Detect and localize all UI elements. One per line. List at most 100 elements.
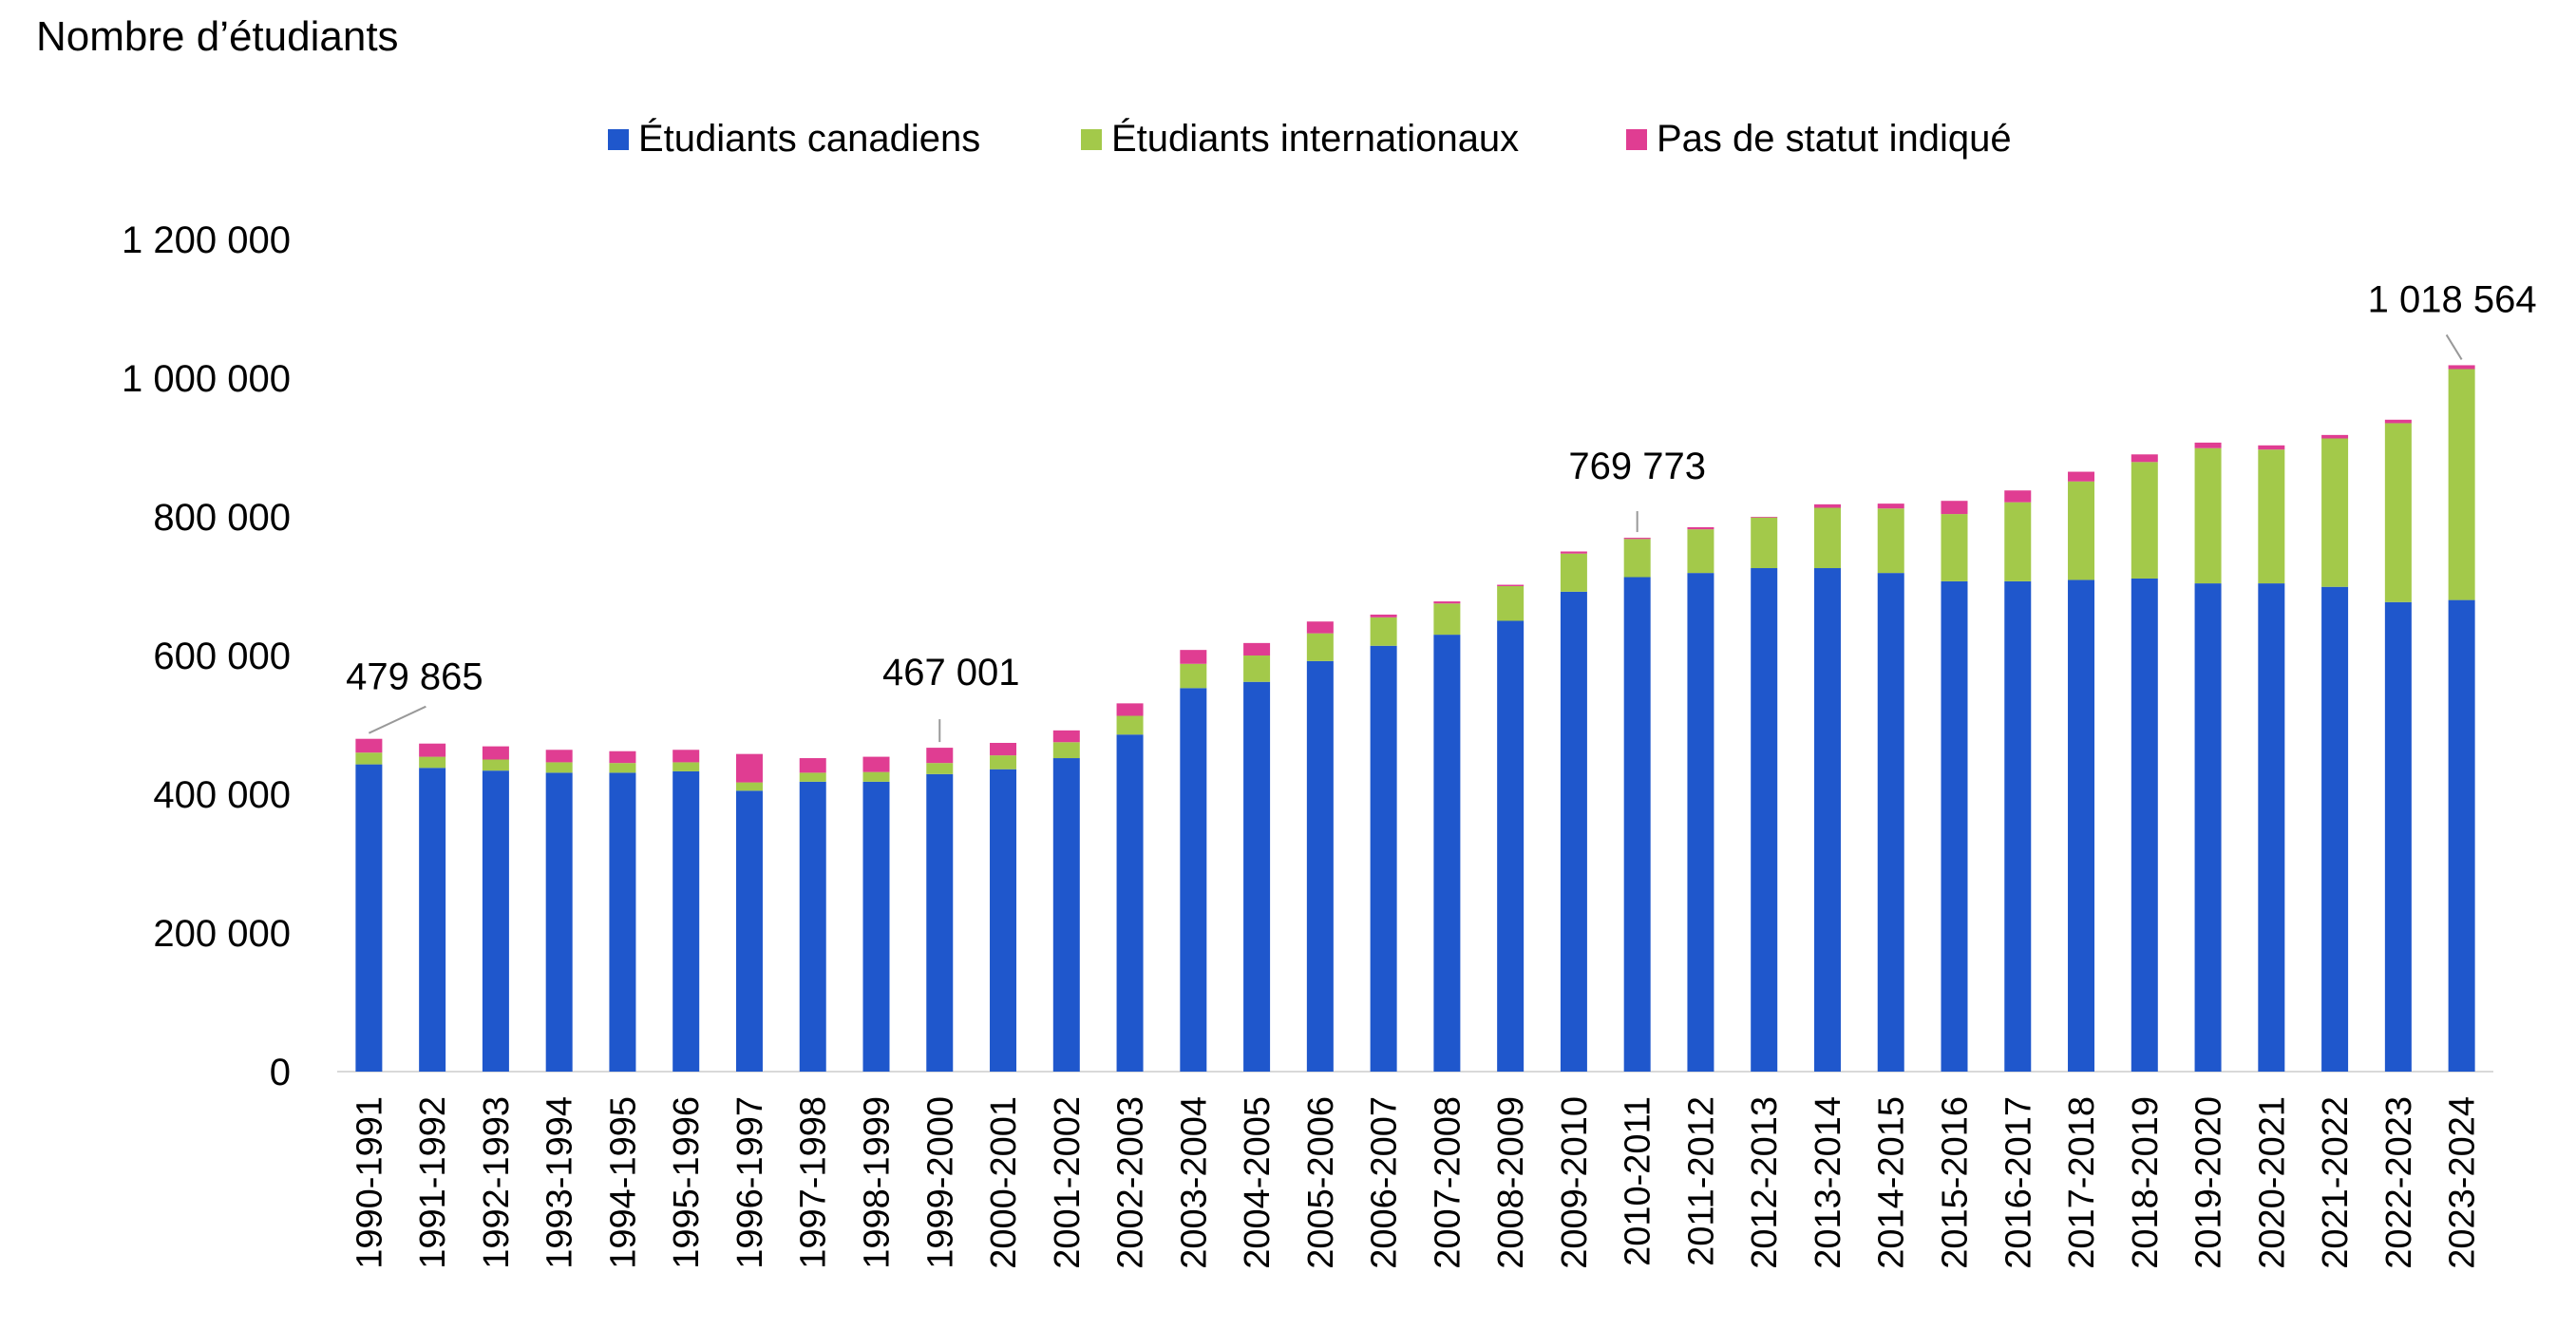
x-tick-label: 2002-2003 (1111, 1096, 1151, 1269)
bar-segment-international (482, 759, 509, 771)
bar-segment-unspecified (926, 748, 954, 764)
annotation-label: 1 018 564 (2368, 278, 2537, 320)
bar-segment-unspecified (2384, 419, 2412, 424)
y-tick-label: 1 000 000 (122, 358, 291, 400)
bar-segment-canadian (1623, 577, 1651, 1072)
bar-segment-unspecified (990, 742, 1017, 756)
legend-item-canadian: Étudiants canadiens (608, 118, 980, 161)
bar-segment-international (2194, 447, 2222, 584)
bar-segment-international (672, 762, 700, 771)
bar-segment-canadian (1497, 620, 1525, 1072)
bar-segment-unspecified (482, 746, 509, 760)
bar-segment-international (735, 782, 763, 791)
bar-segment-unspecified (799, 758, 826, 773)
bar-segment-canadian (2131, 578, 2158, 1072)
bar-segment-unspecified (735, 753, 763, 783)
bar-segment-unspecified (1560, 551, 1587, 554)
bar-segment-international (1497, 586, 1525, 621)
bar-segment-unspecified (1370, 614, 1397, 618)
x-tick-label: 2021-2022 (2316, 1096, 2356, 1269)
bar-segment-canadian (2321, 586, 2349, 1072)
x-tick-label: 2020-2021 (2252, 1096, 2292, 1269)
bar-segment-canadian (609, 772, 636, 1072)
x-tick-label: 2010-2011 (1619, 1096, 1658, 1266)
bar-segment-canadian (1433, 635, 1461, 1072)
bar-segment-canadian (2258, 583, 2285, 1072)
bar-segment-unspecified (1116, 703, 1144, 716)
bar-segment-international (926, 763, 954, 774)
x-tick-label: 2004-2005 (1238, 1096, 1278, 1269)
bar-segment-unspecified (1433, 601, 1461, 604)
x-tick-label: 2007-2008 (1428, 1096, 1468, 1269)
bar-segment-international (1877, 508, 1904, 574)
legend-label-international: Étudiants internationaux (1111, 118, 1520, 160)
bar-segment-canadian (990, 769, 1017, 1072)
bar-segment-international (1560, 553, 1587, 592)
bar-segment-international (799, 772, 826, 782)
x-tick-label: 2015-2016 (1936, 1096, 1976, 1269)
bar-segment-unspecified (1052, 730, 1080, 743)
y-tick-label: 0 (270, 1052, 291, 1093)
bar-segment-international (545, 762, 573, 773)
legend-item-unspecified: Pas de statut indiqué (1626, 118, 2012, 161)
bar-segment-canadian (545, 772, 573, 1072)
bar-segment-canadian (735, 790, 763, 1072)
bar-segment-international (2258, 449, 2285, 584)
y-tick-label: 1 200 000 (122, 219, 291, 261)
legend-item-international: Étudiants internationaux (1081, 118, 1519, 161)
bar-segment-unspecified (2068, 471, 2095, 482)
bar-segment-canadian (799, 781, 826, 1072)
bar-segment-canadian (2004, 580, 2032, 1072)
bar-segment-unspecified (419, 743, 446, 757)
x-tick-label: 2014-2015 (1872, 1096, 1912, 1269)
x-tick-label: 1994-1995 (603, 1096, 643, 1269)
x-tick-label: 1998-1999 (858, 1096, 898, 1269)
x-tick-label: 2022-2023 (2379, 1096, 2419, 1269)
legend-swatch-unspecified (1626, 128, 1647, 150)
bar-segment-international (1116, 715, 1144, 735)
bar-segment-unspecified (2131, 454, 2158, 463)
bar-segment-unspecified (1623, 538, 1651, 540)
x-tick-label: 1996-1997 (730, 1096, 770, 1269)
bar-segment-unspecified (2004, 490, 2032, 503)
bar-segment-unspecified (672, 750, 700, 763)
bar-segment-canadian (1941, 580, 1968, 1072)
bar-segment-international (1433, 603, 1461, 636)
x-tick-label: 2000-2001 (984, 1096, 1024, 1269)
bar-segment-unspecified (1813, 504, 1841, 508)
x-tick-label: 1995-1996 (667, 1096, 707, 1269)
bar-segment-canadian (1877, 573, 1904, 1072)
x-tick-label: 1999-2000 (920, 1096, 960, 1269)
x-tick-label: 2011-2012 (1681, 1096, 1721, 1266)
x-tick-label: 1993-1994 (540, 1096, 580, 1269)
bar-segment-canadian (2384, 601, 2412, 1072)
bar-segment-canadian (926, 773, 954, 1072)
bar-segment-unspecified (1243, 642, 1271, 656)
bar-segment-international (2448, 369, 2475, 600)
annotation-label: 479 865 (346, 656, 483, 698)
bar-segment-unspecified (862, 756, 890, 772)
bar-segment-canadian (2068, 580, 2095, 1072)
x-tick-label: 2016-2017 (1998, 1096, 2038, 1269)
bar-segment-canadian (1116, 734, 1144, 1072)
x-tick-label: 1992-1993 (477, 1096, 517, 1269)
annotation-leader-line (2445, 333, 2463, 360)
x-tick-label: 2017-2018 (2062, 1096, 2102, 1269)
x-tick-label: 2023-2024 (2443, 1096, 2483, 1269)
bar-segment-unspecified (609, 750, 636, 764)
x-tick-label: 2019-2020 (2189, 1096, 2229, 1269)
bar-segment-canadian (1180, 688, 1207, 1072)
bar-segment-international (1813, 507, 1841, 569)
bar-segment-canadian (2448, 599, 2475, 1072)
x-tick-label: 2005-2006 (1301, 1096, 1341, 1269)
bar-segment-canadian (355, 764, 383, 1072)
y-tick-label: 200 000 (153, 913, 291, 955)
x-tick-label: 1991-1992 (413, 1096, 453, 1269)
bar-segment-canadian (1751, 568, 1778, 1072)
bar-segment-canadian (1813, 568, 1841, 1072)
x-tick-label: 1990-1991 (350, 1096, 389, 1269)
legend-label-canadian: Étudiants canadiens (638, 118, 981, 160)
bar-segment-international (2004, 502, 2032, 581)
x-tick-label: 2012-2013 (1745, 1096, 1785, 1269)
annotation-leader-line (368, 705, 426, 734)
